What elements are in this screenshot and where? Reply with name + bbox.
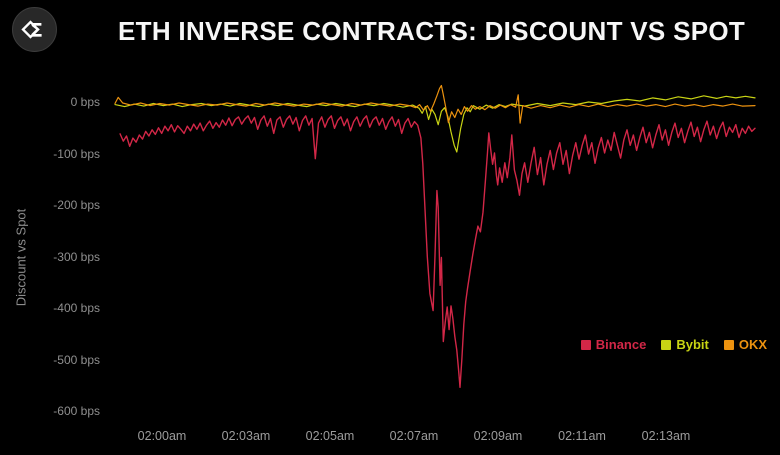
x-tick-label: 02:13am	[641, 429, 691, 443]
legend-swatch-bybit	[661, 339, 672, 350]
legend-item-binance[interactable]: Binance	[580, 337, 647, 352]
y-tick-label: -200 bps	[53, 198, 100, 212]
y-tick-label: -500 bps	[53, 352, 100, 367]
legend-item-okx[interactable]: OKX	[723, 337, 767, 352]
x-tick-label: 02:03am	[221, 429, 271, 443]
legend-label: Bybit	[676, 337, 709, 352]
y-tick-label: -300 bps	[53, 249, 100, 264]
legend-item-bybit[interactable]: Bybit	[661, 337, 709, 352]
series-line-okx	[114, 84, 756, 124]
legend-swatch-binance	[580, 339, 591, 350]
app-logo: Σ	[12, 7, 57, 52]
y-tick-label: -400 bps	[53, 301, 100, 315]
legend-label: Binance	[595, 337, 647, 352]
legend-label: OKX	[738, 337, 767, 352]
series-line-binance	[119, 115, 756, 388]
sigma-diamond-logo-icon: Σ	[21, 20, 43, 42]
x-tick-label: 02:00am	[137, 429, 187, 443]
legend-swatch-okx	[723, 339, 734, 350]
svg-text:Σ: Σ	[30, 20, 43, 42]
y-tick-label: -600 bps	[53, 404, 100, 418]
x-tick-label: 02:07am	[389, 429, 439, 443]
y-tick-label: 0 bps	[70, 95, 100, 109]
x-tick-label: 02:09am	[473, 429, 523, 443]
chart-legend: Binance Bybit OKX	[580, 337, 767, 352]
page-title: ETH INVERSE CONTRACTS: DISCOUNT VS SPOT	[118, 16, 746, 46]
x-tick-label: 02:11am	[558, 429, 606, 443]
x-tick-label: 02:05am	[305, 429, 355, 443]
y-tick-label: -100 bps	[53, 146, 100, 161]
